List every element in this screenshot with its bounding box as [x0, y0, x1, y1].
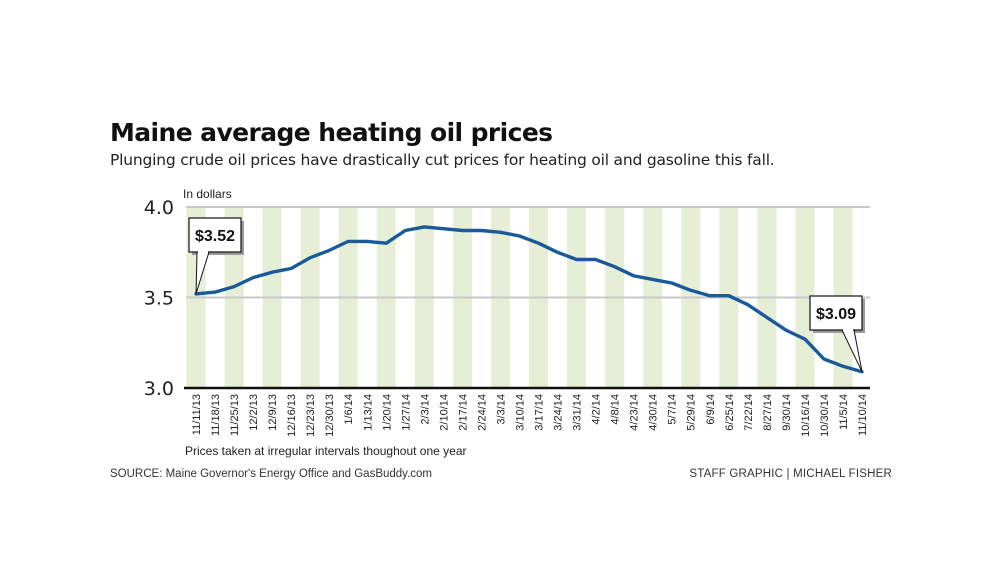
x-tick-label: 12/30/13 — [324, 394, 336, 437]
x-tick-label: 10/30/14 — [819, 394, 831, 437]
x-tick-label: 3/17/14 — [534, 394, 546, 431]
price-callout: $3.52 — [188, 217, 244, 295]
callout-label: $3.09 — [816, 306, 856, 323]
x-tick-label: 5/29/14 — [686, 394, 698, 431]
y-axis-ticks: 3.0 3.5 4.0 — [144, 197, 174, 400]
x-tick-label: 7/22/14 — [743, 394, 755, 431]
gridlines — [184, 206, 870, 390]
x-tick-label: 6/9/14 — [705, 394, 717, 425]
staff-credit: STAFF GRAPHIC | MICHAEL FISHER — [689, 468, 892, 480]
x-tick-label: 2/24/14 — [476, 394, 488, 431]
x-tick-label: 3/10/14 — [514, 394, 526, 431]
x-tick-label: 10/16/14 — [800, 394, 812, 437]
x-tick-label: 2/10/14 — [438, 394, 450, 431]
x-tick-label: 1/20/14 — [381, 394, 393, 431]
y-tick-label: 3.5 — [144, 288, 174, 310]
x-tick-label: 11/10/14 — [857, 394, 869, 436]
y-tick-label: 3.0 — [144, 378, 174, 400]
callout-box — [809, 295, 863, 331]
annotations: $3.52 $3.09 — [188, 217, 865, 372]
x-tick-label: 11/25/13 — [229, 394, 241, 436]
x-tick-label: 3/3/14 — [495, 394, 507, 425]
x-tick-label: 4/30/14 — [648, 394, 660, 431]
x-tick-label: 1/27/14 — [400, 394, 412, 431]
x-tick-label: 2/17/14 — [457, 394, 469, 431]
x-tick-label: 12/2/13 — [248, 394, 260, 431]
x-tick-label: 4/2/14 — [591, 394, 603, 425]
x-axis-label: Prices taken at irregular intervals thou… — [185, 444, 467, 458]
series-line-heating-oil — [194, 225, 864, 374]
x-tick-label: 11/18/13 — [210, 394, 222, 436]
x-tick-label: 4/23/14 — [629, 394, 641, 431]
x-tick-label: 2/3/14 — [419, 394, 431, 425]
callout-box — [188, 217, 242, 253]
chart-subtitle: Plunging crude oil prices have drastical… — [110, 151, 775, 169]
chart-title: Maine average heating oil prices — [110, 118, 553, 147]
x-tick-label: 12/23/13 — [305, 394, 317, 437]
x-tick-label: 3/24/14 — [553, 394, 565, 431]
x-tick-label: 8/27/14 — [762, 394, 774, 431]
x-tick-label: 6/25/14 — [724, 394, 736, 431]
x-tick-label: 11/11/13 — [191, 394, 203, 435]
x-tick-label: 12/16/13 — [286, 394, 298, 437]
x-tick-label: 1/13/14 — [362, 394, 374, 431]
x-tick-label: 12/9/13 — [267, 394, 279, 431]
source-note: SOURCE: Maine Governor's Energy Office a… — [110, 468, 432, 480]
callout-label: $3.52 — [195, 228, 235, 245]
x-tick-label: 5/7/14 — [667, 394, 679, 425]
x-tick-label: 3/31/14 — [572, 394, 584, 431]
x-tick-label: 11/5/14 — [838, 394, 850, 430]
y-tick-label: 4.0 — [144, 197, 174, 219]
x-axis-ticks: 11/11/13 11/18/13 11/25/13 12/2/13 12/9/13 12… — [191, 394, 869, 437]
price-callout: $3.09 — [809, 295, 865, 372]
x-tick-label: 4/8/14 — [610, 394, 622, 425]
x-tick-label: 1/6/14 — [343, 394, 355, 425]
x-tick-label: 9/30/14 — [781, 394, 793, 431]
y-axis-label: In dollars — [183, 187, 232, 201]
